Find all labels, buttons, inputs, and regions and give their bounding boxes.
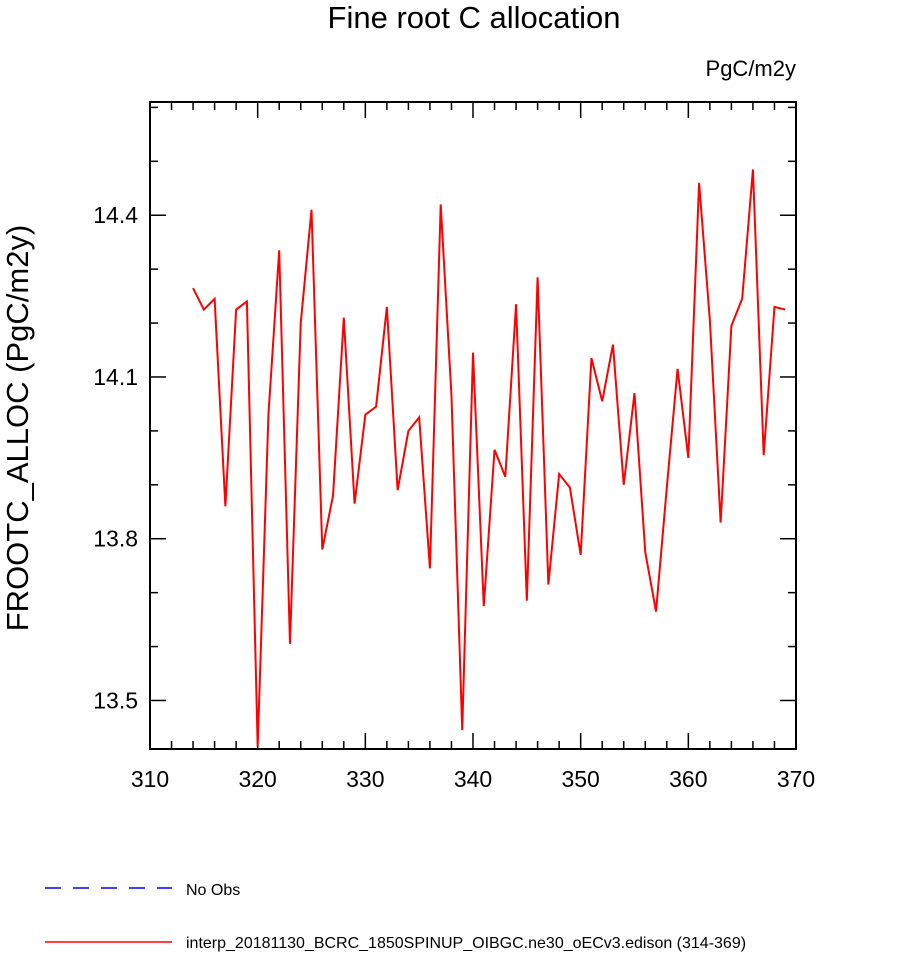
tick-labels: 310 320 330 340 350 360 370 13.5 13.8 14.1 14.4 — [93, 202, 815, 792]
y-tick-label: 14.1 — [93, 364, 138, 390]
plot-frame — [149, 101, 797, 750]
chart-title: Fine root C allocation — [328, 0, 621, 35]
x-tick-label: 370 — [777, 766, 815, 792]
series-line-1 — [192, 169, 786, 747]
x-tick-label: 340 — [454, 766, 492, 792]
legend-label-no-obs: No Obs — [186, 882, 240, 899]
x-tick-label: 350 — [561, 766, 599, 792]
legend-label-model-run: interp_20181130_BCRC_1850SPINUP_OIBGC.ne… — [186, 935, 746, 952]
x-tick-label: 320 — [238, 766, 276, 792]
y-tick-label: 13.8 — [93, 526, 138, 552]
chart-units: PgC/m2y — [706, 56, 796, 81]
x-tick-label: 360 — [669, 766, 707, 792]
y-tick-label: 13.5 — [93, 687, 138, 713]
y-tick-label: 14.4 — [93, 202, 138, 228]
x-tick-label: 330 — [346, 766, 384, 792]
x-tick-label: 310 — [131, 766, 169, 792]
y-axis-title: FROOTC_ALLOC (PgC/m2y) — [0, 225, 35, 632]
series-lines — [192, 169, 786, 747]
legend: No Obs interp_20181130_BCRC_1850SPINUP_O… — [45, 882, 746, 952]
